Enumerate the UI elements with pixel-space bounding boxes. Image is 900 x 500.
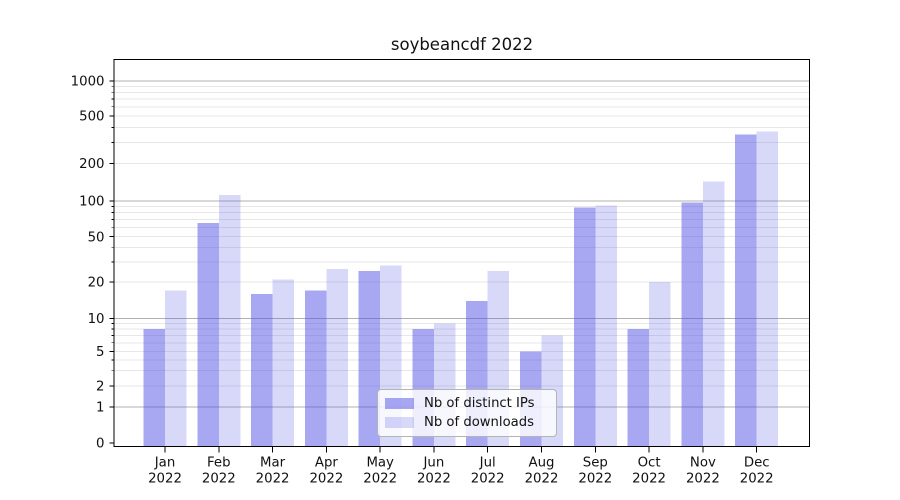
x-tick-label-year: 2022 xyxy=(417,472,451,487)
x-tick-label-month: Aug xyxy=(529,456,555,471)
bar xyxy=(681,202,703,447)
x-tick-label-month: May xyxy=(366,456,394,471)
x-tick-label-year: 2022 xyxy=(471,472,505,487)
legend-item: Nb of distinct IPs xyxy=(385,394,548,413)
x-tick-label-month: Dec xyxy=(744,456,770,471)
x-tick-label-year: 2022 xyxy=(686,472,720,487)
chart-title: soybeancdf 2022 xyxy=(390,35,534,54)
x-tick-label-month: Jan xyxy=(154,456,176,471)
x-tick-label-month: Feb xyxy=(207,456,231,471)
bar xyxy=(197,223,219,447)
x-tick-label-month: Apr xyxy=(315,456,339,471)
bar xyxy=(143,329,165,447)
x-tick-label-month: Oct xyxy=(638,456,661,471)
legend-label: Nb of distinct IPs xyxy=(424,396,535,411)
legend-label: Nb of downloads xyxy=(424,415,534,430)
bar xyxy=(272,279,295,447)
x-tick-label-month: Nov xyxy=(690,456,716,471)
legend-swatch-downloads xyxy=(385,417,414,428)
y-tick-label: 1000 xyxy=(71,75,105,90)
y-tick-label: 20 xyxy=(88,276,105,291)
y-tick-label: 500 xyxy=(79,110,104,125)
y-tick-label: 2 xyxy=(96,380,104,395)
bar xyxy=(595,205,617,447)
x-tick-label-month: Sep xyxy=(583,456,608,471)
y-tick-label: 50 xyxy=(88,230,105,245)
bar xyxy=(702,181,725,447)
y-tick-label: 5 xyxy=(96,345,104,360)
bar xyxy=(756,131,779,447)
bar xyxy=(627,329,650,447)
x-tick-label-year: 2022 xyxy=(363,472,397,487)
axes-spines xyxy=(113,58,811,448)
bar xyxy=(304,290,327,447)
bar xyxy=(251,293,273,447)
bar xyxy=(735,134,757,447)
y-tick-label: 200 xyxy=(79,157,104,172)
y-tick-label: 10 xyxy=(88,312,105,327)
x-tick-label-month: Jul xyxy=(479,456,496,471)
x-tick-label-month: Jun xyxy=(423,456,445,471)
x-tick-label-month: Mar xyxy=(260,456,286,471)
y-tick-label: 1 xyxy=(96,401,104,416)
legend-swatch-distinct-ips xyxy=(385,398,414,409)
y-tick-label: 0 xyxy=(96,437,104,452)
x-tick-label-year: 2022 xyxy=(632,472,666,487)
bar xyxy=(358,271,381,447)
bar xyxy=(218,194,241,447)
x-tick-label-year: 2022 xyxy=(525,472,559,487)
x-tick-label-year: 2022 xyxy=(202,472,236,487)
y-tick-label: 100 xyxy=(79,195,104,210)
bar xyxy=(573,207,596,447)
bar xyxy=(326,269,348,447)
bar xyxy=(165,290,187,447)
legend-item: Nb of downloads xyxy=(385,413,548,432)
bar xyxy=(649,282,671,447)
x-tick-label-year: 2022 xyxy=(148,472,182,487)
x-tick-label-year: 2022 xyxy=(578,472,612,487)
legend: Nb of distinct IPs Nb of downloads xyxy=(377,389,557,437)
x-tick-label-year: 2022 xyxy=(740,472,774,487)
x-tick-label-year: 2022 xyxy=(256,472,290,487)
x-tick-label-year: 2022 xyxy=(309,472,343,487)
